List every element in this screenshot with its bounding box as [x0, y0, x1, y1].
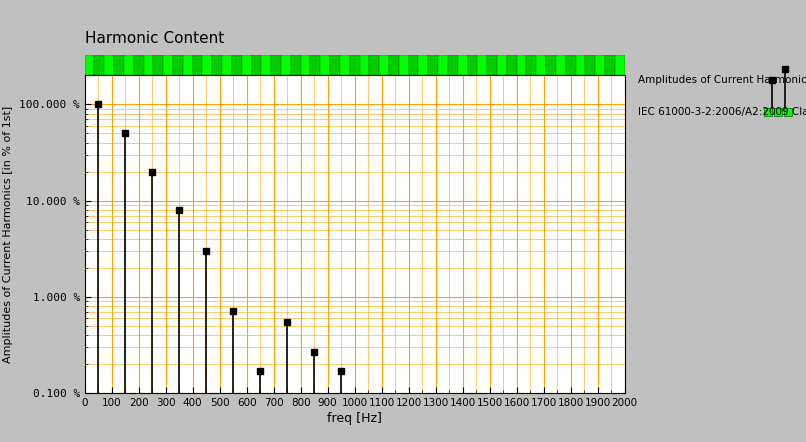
Bar — [487, 55, 497, 75]
Bar — [281, 55, 291, 75]
Bar — [350, 55, 359, 75]
Text: Amplitudes of Current Harmonics: Amplitudes of Current Harmonics — [638, 75, 806, 85]
Bar — [193, 55, 202, 75]
Bar — [536, 55, 546, 75]
Bar — [173, 55, 183, 75]
Bar — [418, 55, 428, 75]
Bar — [85, 55, 94, 75]
Bar — [104, 55, 114, 75]
Bar — [232, 55, 242, 75]
Bar — [153, 55, 163, 75]
Bar — [143, 55, 153, 75]
Text: IEC 61000-3-2:2006/A2:2009 Class C limits: IEC 61000-3-2:2006/A2:2009 Class C limit… — [638, 107, 806, 117]
Text: Harmonic Content: Harmonic Content — [85, 31, 224, 46]
Bar — [467, 55, 477, 75]
Bar — [575, 55, 585, 75]
Bar — [399, 55, 409, 75]
Bar — [556, 55, 566, 75]
Bar — [124, 55, 134, 75]
Bar — [271, 55, 281, 75]
Bar — [507, 55, 517, 75]
Bar — [477, 55, 487, 75]
Bar — [94, 55, 104, 75]
Y-axis label: Amplitudes of Current Harmonics [in % of 1st]: Amplitudes of Current Harmonics [in % of… — [3, 106, 14, 363]
Bar — [222, 55, 232, 75]
Bar — [320, 55, 330, 75]
Bar — [389, 55, 399, 75]
Bar — [212, 55, 222, 75]
Bar — [448, 55, 458, 75]
Bar — [291, 55, 301, 75]
Bar — [438, 55, 448, 75]
Bar — [369, 55, 379, 75]
Bar — [359, 55, 369, 75]
Bar — [134, 55, 143, 75]
Bar — [595, 55, 605, 75]
Bar — [615, 55, 625, 75]
Bar — [163, 55, 173, 75]
Bar — [261, 55, 271, 75]
Bar — [183, 55, 193, 75]
Bar — [517, 55, 526, 75]
Bar — [546, 55, 556, 75]
Bar — [526, 55, 536, 75]
Bar — [585, 55, 595, 75]
Bar — [340, 55, 350, 75]
Bar — [202, 55, 212, 75]
Bar — [409, 55, 418, 75]
Bar — [379, 55, 389, 75]
X-axis label: freq [Hz]: freq [Hz] — [327, 412, 382, 425]
Bar — [566, 55, 575, 75]
Bar — [251, 55, 261, 75]
Bar — [428, 55, 438, 75]
Bar — [301, 55, 310, 75]
Bar — [605, 55, 615, 75]
Bar — [242, 55, 251, 75]
Bar — [114, 55, 124, 75]
Bar — [497, 55, 507, 75]
Bar — [458, 55, 467, 75]
Bar — [330, 55, 340, 75]
Bar — [310, 55, 320, 75]
